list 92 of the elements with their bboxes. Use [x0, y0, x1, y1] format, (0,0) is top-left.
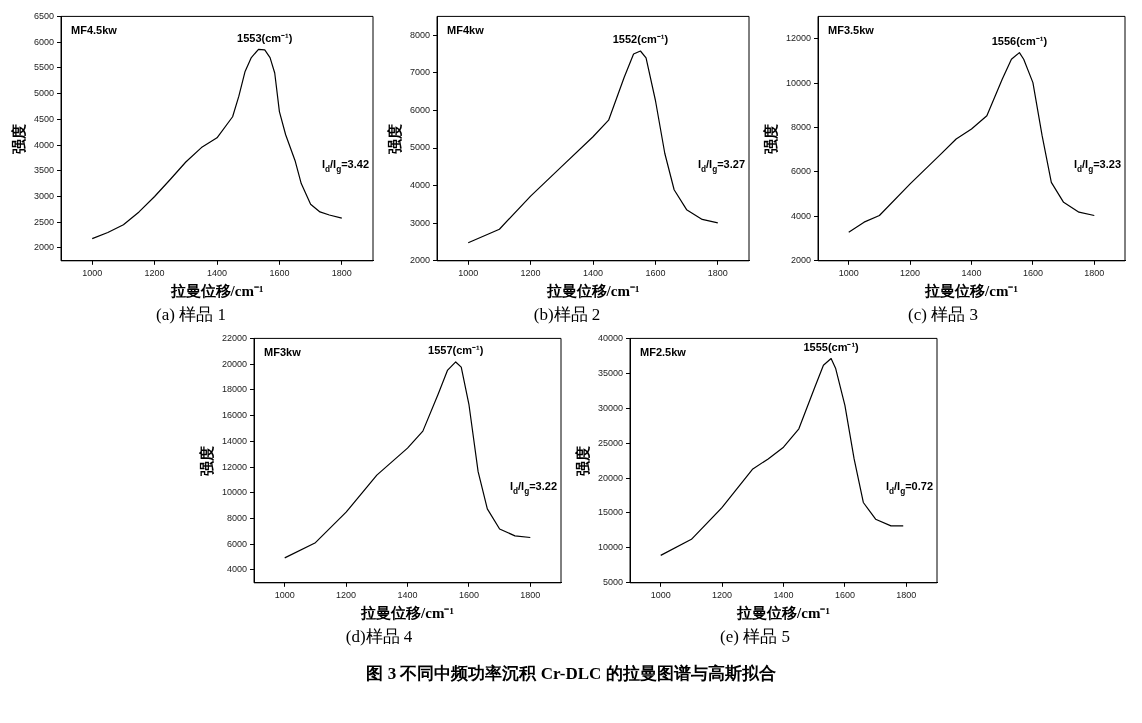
x-tick-label: 1200 [336, 589, 357, 600]
y-tick-label: 4000 [33, 139, 55, 150]
x-axis-title: 拉曼位移/cm⁻¹ [169, 283, 264, 300]
y-tick-label: 4500 [33, 113, 55, 124]
annotation: 1556(cm⁻¹) [991, 34, 1048, 47]
y-tick-label: 8000 [791, 121, 812, 132]
y-tick-label: 5500 [33, 62, 55, 73]
x-axis-title: 拉曼位移/cm⁻¹ [924, 283, 1018, 300]
x-tick-label: 1400 [397, 589, 418, 600]
y-tick-label: 14000 [222, 435, 248, 446]
y-tick-label: 8000 [227, 512, 248, 523]
y-axis-title: 强度 [761, 123, 779, 154]
text: 图 3 不同中频功率沉积 Cr-DLC 的拉曼图谱与高斯拟合 [365, 663, 777, 685]
x-axis-title: 拉曼位移/cm⁻¹ [360, 605, 454, 622]
y-tick-label: 10000 [598, 542, 624, 553]
y-tick-label: 8000 [409, 29, 431, 40]
x-tick-label: 1800 [707, 267, 728, 278]
y-tick-label: 10000 [222, 487, 248, 498]
annotation: 1557(cm⁻¹) [428, 343, 484, 356]
y-tick-label: 40000 [598, 332, 624, 343]
x-tick-label: 1600 [834, 589, 855, 600]
text: (b)样品 2 [533, 305, 601, 325]
y-tick-label: 20000 [222, 358, 248, 369]
y-tick-label: 12000 [222, 461, 248, 472]
y-tick-label: 20000 [598, 472, 624, 483]
y-tick-label: 2000 [409, 255, 431, 266]
x-tick-label: 1200 [900, 267, 921, 278]
y-tick-label: 6000 [33, 36, 55, 47]
x-tick-label: 1800 [1084, 267, 1105, 278]
x-tick-label: 1600 [458, 589, 479, 600]
x-tick-label: 1800 [331, 267, 352, 278]
x-tick-label: 1800 [520, 589, 541, 600]
x-tick-label: 1000 [650, 589, 671, 600]
y-axis-title: 强度 [573, 445, 591, 476]
y-tick-label: 5000 [409, 142, 431, 153]
annotation: MF4.5kw [71, 24, 118, 37]
y-tick-label: 2000 [33, 242, 55, 253]
y-tick-label: 2000 [791, 255, 812, 266]
y-tick-label: 4000 [791, 210, 812, 221]
y-tick-label: 30000 [598, 402, 624, 413]
x-tick-label: 1000 [274, 589, 295, 600]
y-tick-label: 6000 [791, 166, 812, 177]
y-tick-label: 12000 [786, 33, 812, 44]
y-tick-label: 16000 [222, 410, 248, 421]
y-tick-label: 5000 [33, 88, 55, 99]
annotation: 1555(cm⁻¹) [803, 340, 860, 353]
annotation: MF4kw [447, 24, 485, 37]
y-axis-title: 强度 [197, 445, 215, 476]
x-tick-label: 1400 [961, 267, 982, 278]
y-tick-label: 7000 [409, 67, 431, 78]
x-tick-label: 1400 [207, 267, 228, 278]
text: (d)样品 4 [345, 627, 413, 647]
x-tick-label: 1000 [82, 267, 103, 278]
y-tick-label: 4000 [227, 564, 248, 575]
annotation: 1553(cm⁻¹) [237, 31, 293, 44]
y-tick-label: 18000 [222, 384, 248, 395]
y-tick-label: 3000 [409, 217, 431, 228]
y-axis-title: 强度 [9, 123, 27, 154]
y-tick-label: 25000 [598, 437, 624, 448]
x-tick-label: 1200 [712, 589, 733, 600]
text: (c) 样品 3 [908, 305, 978, 325]
y-axis-title: 强度 [385, 123, 403, 154]
y-tick-label: 4000 [409, 180, 431, 191]
x-axis-title: 拉曼位移/cm⁻¹ [545, 283, 640, 300]
x-tick-label: 1200 [144, 267, 165, 278]
annotation: 1552(cm⁻¹) [612, 32, 669, 45]
y-tick-label: 2500 [33, 216, 55, 227]
y-tick-label: 10000 [786, 77, 812, 88]
y-tick-label: 6000 [227, 538, 248, 549]
x-tick-label: 1000 [458, 267, 479, 278]
y-tick-label: 6500 [33, 10, 55, 21]
y-tick-label: 15000 [598, 507, 624, 518]
x-tick-label: 1200 [520, 267, 541, 278]
x-tick-label: 1000 [838, 267, 859, 278]
y-tick-label: 5000 [603, 577, 624, 588]
x-tick-label: 1600 [269, 267, 290, 278]
x-tick-label: 1400 [773, 589, 794, 600]
annotation: MF3kw [264, 346, 302, 359]
y-tick-label: 35000 [598, 367, 624, 378]
annotation: MF2.5kw [640, 346, 687, 359]
text: (a) 样品 1 [156, 305, 226, 325]
y-tick-label: 6000 [409, 104, 431, 115]
x-tick-label: 1600 [1022, 267, 1043, 278]
x-tick-label: 1600 [645, 267, 666, 278]
annotation: MF3.5kw [828, 24, 875, 37]
x-axis-title: 拉曼位移/cm⁻¹ [736, 605, 830, 622]
y-tick-label: 3000 [33, 190, 55, 201]
y-tick-label: 22000 [222, 332, 248, 343]
text: (e) 样品 5 [720, 627, 790, 647]
x-tick-label: 1400 [583, 267, 604, 278]
y-tick-label: 3500 [33, 165, 55, 176]
x-tick-label: 1800 [896, 589, 917, 600]
